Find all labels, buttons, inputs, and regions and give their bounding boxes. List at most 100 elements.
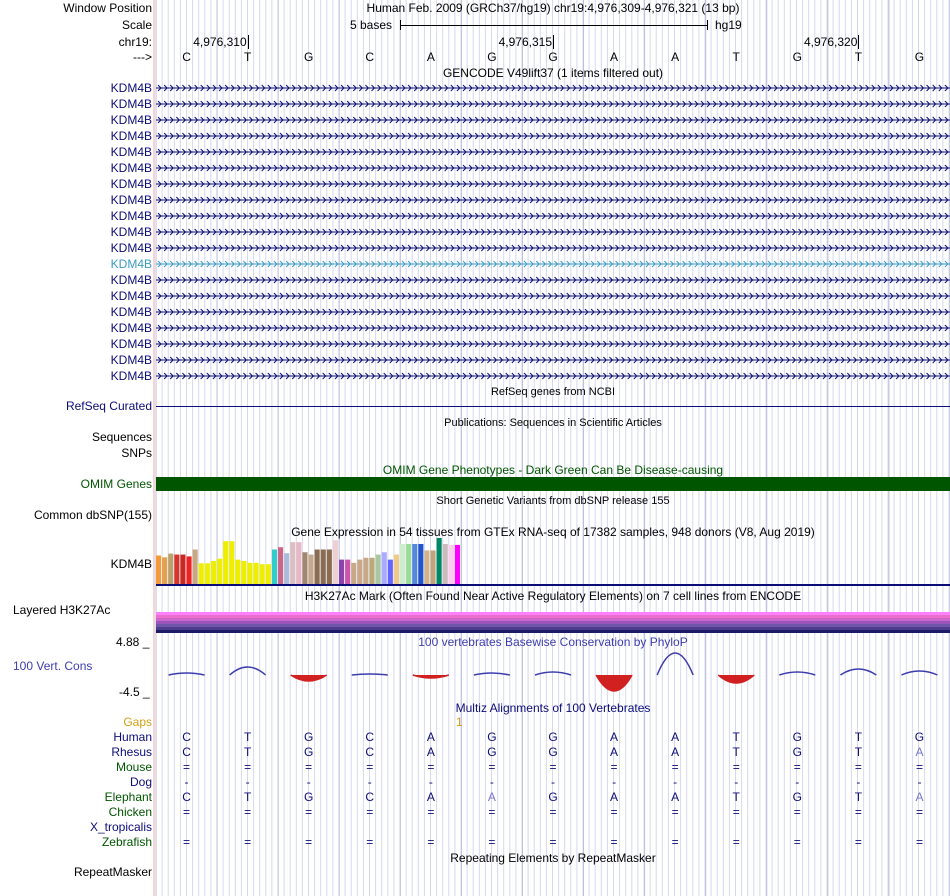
- alignment-base: =: [610, 760, 618, 774]
- phylop-score-mark: [473, 672, 511, 676]
- gencode-item-label[interactable]: KDM4B: [110, 177, 152, 191]
- alignment-base: =: [671, 760, 679, 774]
- refseq-label[interactable]: RefSeq Curated: [65, 399, 152, 413]
- gencode-item-label[interactable]: KDM4B: [110, 129, 152, 143]
- species-label[interactable]: Rhesus: [111, 745, 152, 759]
- gencode-item-label[interactable]: KDM4B: [110, 369, 152, 383]
- gencode-item-label[interactable]: KDM4B: [110, 225, 152, 239]
- snps-label[interactable]: SNPs: [121, 446, 152, 460]
- gtex-tissue-bar: [418, 543, 424, 584]
- omim-label[interactable]: OMIM Genes: [80, 477, 152, 491]
- repeatmasker-label[interactable]: RepeatMasker: [73, 865, 152, 879]
- gaps-label[interactable]: Gaps: [123, 715, 152, 729]
- alignment-base: G: [792, 745, 802, 759]
- gencode-transcript[interactable]: [156, 337, 950, 351]
- gencode-item-label[interactable]: KDM4B: [110, 81, 152, 95]
- alignment-base: -: [612, 775, 617, 789]
- phylop-min: -4.5 _: [119, 685, 150, 699]
- alignment-base: A: [915, 745, 924, 759]
- gtex-tissue-bar: [393, 554, 399, 584]
- gencode-item-label[interactable]: KDM4B: [110, 353, 152, 367]
- gencode-transcript[interactable]: [156, 145, 950, 159]
- alignment-base: T: [732, 730, 740, 744]
- gencode-item-label[interactable]: KDM4B: [110, 289, 152, 303]
- phylop-label[interactable]: 100 Vert. Cons: [13, 659, 93, 673]
- h3k27ac-layer: [156, 624, 950, 627]
- h3k27ac-layered-signal[interactable]: [156, 612, 950, 633]
- species-label[interactable]: Chicken: [108, 805, 152, 819]
- species-label[interactable]: X_tropicalis: [89, 820, 152, 834]
- gencode-item-label[interactable]: KDM4B: [110, 161, 152, 175]
- gencode-transcript[interactable]: [156, 177, 950, 191]
- gencode-transcript[interactable]: [156, 305, 950, 319]
- h3k27ac-label[interactable]: Layered H3K27Ac: [13, 603, 111, 617]
- gencode-transcript[interactable]: [156, 321, 950, 335]
- gencode-transcript[interactable]: [156, 113, 950, 127]
- gencode-item-label[interactable]: KDM4B: [110, 305, 152, 319]
- gencode-transcript[interactable]: [156, 81, 950, 95]
- gencode-transcript[interactable]: [156, 369, 950, 383]
- gencode-item-label[interactable]: KDM4B: [110, 97, 152, 111]
- species-label[interactable]: Human: [113, 730, 152, 744]
- dbsnp-label[interactable]: Common dbSNP(155): [33, 508, 152, 522]
- gtex-tissue-bar: [369, 557, 375, 584]
- gencode-transcript[interactable]: [156, 97, 950, 111]
- gencode-item-label[interactable]: KDM4B: [110, 337, 152, 351]
- gencode-item-label[interactable]: KDM4B: [110, 209, 152, 223]
- gencode-transcript[interactable]: [156, 241, 950, 255]
- alignment-base: =: [305, 835, 313, 849]
- gencode-transcript[interactable]: [156, 161, 950, 175]
- gtex-tissue-bar: [174, 554, 180, 584]
- gencode-transcript[interactable]: [156, 353, 950, 367]
- alignment-base: T: [854, 745, 863, 759]
- omim-gene-bar[interactable]: [156, 477, 950, 491]
- species-label[interactable]: Dog: [129, 775, 152, 789]
- refseq-gene-line[interactable]: [156, 406, 950, 407]
- base-letter: T: [732, 50, 740, 64]
- alignment-base: C: [182, 790, 191, 804]
- gencode-item-label[interactable]: KDM4B: [110, 241, 152, 255]
- species-label[interactable]: Mouse: [115, 760, 152, 774]
- alignment-base: =: [244, 760, 252, 774]
- gencode-transcript[interactable]: [156, 257, 950, 271]
- species-label[interactable]: Elephant: [104, 790, 152, 804]
- gencode-transcript[interactable]: [156, 129, 950, 143]
- publications-title: Publications: Sequences in Scientific Ar…: [444, 417, 662, 429]
- gencode-item-label[interactable]: KDM4B: [110, 273, 152, 287]
- omim-title: OMIM Gene Phenotypes - Dark Green Can Be…: [382, 463, 724, 477]
- phylop-score-mark: [717, 674, 755, 684]
- gencode-item-label[interactable]: KDM4B: [110, 257, 152, 271]
- gtex-tissue-bar: [308, 554, 314, 584]
- alignment-base: A: [610, 745, 619, 759]
- gencode-transcript[interactable]: [156, 289, 950, 303]
- gtex-tissue-bar: [381, 552, 387, 584]
- base-letter: G: [548, 50, 558, 64]
- phylop-score-mark: [839, 668, 877, 676]
- alignment-base: A: [610, 790, 619, 804]
- gencode-item-label[interactable]: KDM4B: [110, 145, 152, 159]
- h3k27ac-layer: [156, 618, 950, 621]
- gencode-transcript[interactable]: [156, 225, 950, 239]
- gencode-item-label[interactable]: KDM4B: [110, 113, 152, 127]
- phylop-signal[interactable]: [156, 650, 950, 700]
- alignment-base: T: [243, 790, 252, 804]
- h3k27ac-layer: [156, 630, 950, 633]
- alignment-base: =: [549, 760, 557, 774]
- multiz-title: Multiz Alignments of 100 Vertebrates: [455, 701, 651, 715]
- gencode-transcript[interactable]: [156, 193, 950, 207]
- gtex-label[interactable]: KDM4B: [110, 557, 152, 571]
- gencode-transcript[interactable]: [156, 273, 950, 287]
- gtex-tissue-bar: [265, 564, 271, 584]
- gencode-item-label[interactable]: KDM4B: [110, 321, 152, 335]
- alignment-base: T: [854, 730, 863, 744]
- gtex-bar-chart[interactable]: [156, 538, 950, 586]
- gencode-item-label[interactable]: KDM4B: [110, 193, 152, 207]
- sequences-label[interactable]: Sequences: [91, 430, 152, 444]
- alignment-base: G: [548, 730, 558, 744]
- gencode-transcript[interactable]: [156, 209, 950, 223]
- gtex-tissue-bar: [345, 559, 351, 584]
- alignment-base: =: [732, 805, 740, 819]
- gencode-title: GENCODE V49lift37 (1 items filtered out): [442, 66, 664, 80]
- species-label[interactable]: Zebrafish: [101, 835, 152, 849]
- alignment-base: A: [915, 790, 924, 804]
